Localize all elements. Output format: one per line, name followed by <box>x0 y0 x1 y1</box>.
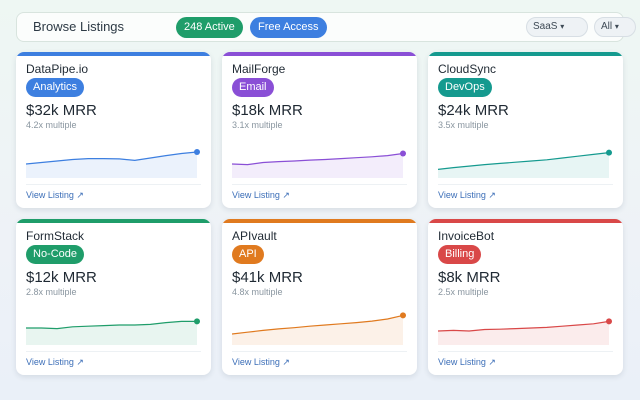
sparkline-endpoint <box>606 149 612 156</box>
revenue-sparkline <box>232 312 406 345</box>
revenue-sparkline <box>26 318 200 345</box>
view-listing-label: View Listing <box>26 357 74 367</box>
revenue-sparkline <box>26 149 200 178</box>
sparkline-area <box>438 152 609 178</box>
all-filter-label: All <box>601 21 613 32</box>
category-badge: DevOps <box>438 78 492 97</box>
card-divider <box>438 184 613 185</box>
valuation-multiple: 3.1x multiple <box>232 120 283 130</box>
listing-name: MailForge <box>232 62 286 76</box>
card-accent-bar <box>16 52 211 56</box>
mrr-value: $41k MRR <box>232 269 303 286</box>
type-filter-label: SaaS <box>533 21 558 32</box>
view-listing-link[interactable]: View Listing ↗ <box>26 357 84 368</box>
card-accent-bar <box>222 219 417 223</box>
sparkline-endpoint <box>400 312 406 319</box>
mrr-value: $18k MRR <box>232 102 303 119</box>
external-link-icon: ↗ <box>279 190 290 200</box>
sparkline-endpoint <box>194 149 200 155</box>
card-accent-bar <box>428 219 623 223</box>
card-accent-bar <box>16 219 211 223</box>
active-count-badge: 248 Active <box>176 17 243 38</box>
sparkline-area <box>232 153 403 178</box>
type-filter-dropdown[interactable]: SaaS ▾ <box>526 17 588 37</box>
card-divider <box>438 351 613 352</box>
view-listing-label: View Listing <box>232 190 280 200</box>
valuation-multiple: 4.2x multiple <box>26 120 77 130</box>
sparkline-line <box>438 152 610 170</box>
category-badge: Email <box>232 78 274 97</box>
view-listing-label: View Listing <box>232 357 280 367</box>
chevron-down-icon: ▾ <box>560 22 565 31</box>
listing-card[interactable]: MailForge Email $18k MRR 3.1x multiple View … <box>222 52 417 208</box>
card-divider <box>26 351 201 352</box>
top-bar: Browse Listings 248 Active Free Access S… <box>16 12 636 42</box>
revenue-sparkline <box>232 150 406 178</box>
category-badge: Analytics <box>26 78 85 97</box>
view-listing-link[interactable]: View Listing ↗ <box>232 190 290 201</box>
card-accent-bar <box>222 52 417 56</box>
valuation-multiple: 2.8x multiple <box>26 287 77 297</box>
external-link-icon: ↗ <box>485 190 496 200</box>
sparkline-line <box>438 320 610 332</box>
view-listing-link[interactable]: View Listing ↗ <box>26 190 84 201</box>
card-divider <box>26 184 201 185</box>
valuation-multiple: 4.8x multiple <box>232 287 283 297</box>
listing-name: CloudSync <box>438 62 497 76</box>
view-listing-link[interactable]: View Listing ↗ <box>232 357 290 368</box>
listing-name: InvoiceBot <box>438 229 495 243</box>
listing-card[interactable]: APIvault API $41k MRR 4.8x multiple View Lis… <box>222 219 417 375</box>
card-divider <box>232 351 407 352</box>
sparkline-area <box>26 152 197 178</box>
mrr-value: $24k MRR <box>438 102 509 119</box>
category-badge: No-Code <box>26 245 85 264</box>
all-filter-dropdown[interactable]: All ▾ <box>594 17 636 37</box>
sparkline-line <box>232 152 404 166</box>
view-listing-label: View Listing <box>438 190 486 200</box>
mrr-value: $32k MRR <box>26 102 97 119</box>
category-badge: API <box>232 245 264 264</box>
listing-card[interactable]: DataPipe.io Analytics $32k MRR 4.2x multipl… <box>16 52 211 208</box>
mrr-value: $8k MRR <box>438 269 501 286</box>
listing-name: DataPipe.io <box>26 62 89 76</box>
sparkline-endpoint <box>400 150 406 157</box>
revenue-sparkline <box>438 149 612 178</box>
card-accent-bar <box>428 52 623 56</box>
external-link-icon: ↗ <box>485 357 496 367</box>
sparkline-area <box>438 321 609 345</box>
access-badge: Free Access <box>250 17 327 38</box>
sparkline-line <box>26 151 198 165</box>
external-link-icon: ↗ <box>279 357 290 367</box>
view-listing-label: View Listing <box>438 357 486 367</box>
mrr-value: $12k MRR <box>26 269 97 286</box>
listing-card[interactable]: FormStack No-Code $12k MRR 2.8x multiple Vie… <box>16 219 211 375</box>
sparkline-endpoint <box>194 318 200 325</box>
listing-name: FormStack <box>26 229 85 243</box>
sparkline-endpoint <box>606 318 612 325</box>
category-badge: Billing <box>438 245 482 264</box>
page-title: Browse Listings <box>33 19 125 34</box>
listing-card[interactable]: InvoiceBot Billing $8k MRR 2.5x multiple Vie… <box>428 219 623 375</box>
view-listing-link[interactable]: View Listing ↗ <box>438 357 496 368</box>
valuation-multiple: 2.5x multiple <box>438 287 489 297</box>
valuation-multiple: 3.5x multiple <box>438 120 489 130</box>
card-divider <box>232 184 407 185</box>
chevron-down-icon: ▾ <box>614 22 619 31</box>
external-link-icon: ↗ <box>73 190 84 200</box>
revenue-sparkline <box>438 318 612 345</box>
view-listing-link[interactable]: View Listing ↗ <box>438 190 496 201</box>
external-link-icon: ↗ <box>73 357 84 367</box>
listing-card[interactable]: CloudSync DevOps $24k MRR 3.5x multiple View… <box>428 52 623 208</box>
sparkline-line <box>232 314 404 335</box>
listing-name: APIvault <box>232 229 277 243</box>
view-listing-label: View Listing <box>26 190 74 200</box>
sparkline-line <box>26 320 197 330</box>
